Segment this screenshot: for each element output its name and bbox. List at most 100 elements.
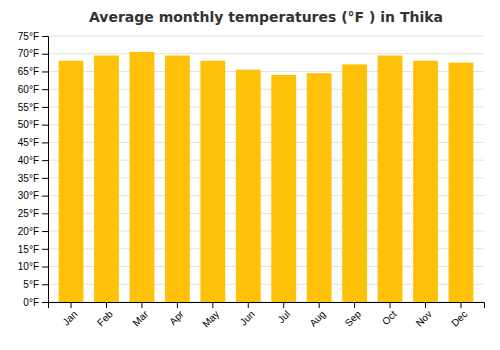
- y-tick: 35°F: [18, 173, 48, 184]
- bar: [378, 56, 403, 302]
- grid-line: [48, 53, 484, 54]
- x-tick: May: [200, 302, 221, 330]
- y-tick: 15°F: [18, 244, 48, 255]
- y-tick: 10°F: [18, 261, 48, 272]
- bar: [200, 61, 225, 302]
- tick-label: 15°F: [18, 244, 39, 255]
- x-tick: Nov: [414, 302, 434, 329]
- y-tick: 45°F: [18, 137, 48, 148]
- tick-mark: [71, 302, 72, 308]
- tick-mark: [319, 302, 320, 308]
- tick-label: Jul: [275, 308, 292, 325]
- x-tick: Apr: [167, 302, 186, 327]
- y-tick: 25°F: [18, 208, 48, 219]
- tick-label: Nov: [414, 308, 434, 328]
- tick-mark: [42, 178, 48, 179]
- tick-mark: [248, 302, 249, 308]
- bar: [271, 75, 296, 302]
- tick-label: 70°F: [18, 48, 39, 59]
- tick-mark: [42, 36, 48, 37]
- x-tick: Mar: [130, 302, 150, 328]
- y-tick: 50°F: [18, 119, 48, 130]
- x-tick: Dec: [449, 302, 469, 329]
- x-axis: Jan Feb Mar Apr May Jun Jul Aug Sep Oct Nov Dec: [49, 302, 485, 330]
- grid: [48, 36, 484, 302]
- x-tick: Jul: [275, 302, 292, 325]
- tick-label: Mar: [130, 308, 150, 328]
- tick-mark: [42, 142, 48, 143]
- bar: [413, 61, 438, 302]
- tick-mark: [212, 302, 213, 308]
- chart: 0°F 5°F 10°F 15°F 20°F 25°F 30°F 35°F 40°F 45°F 50…: [0, 0, 500, 350]
- bars: [59, 52, 474, 302]
- y-tick: 75°F: [18, 31, 48, 42]
- tick-mark: [42, 71, 48, 72]
- bar: [236, 70, 261, 302]
- bar: [130, 52, 155, 302]
- bar: [59, 61, 84, 302]
- tick-label: 20°F: [18, 226, 39, 237]
- tick-label: 50°F: [18, 119, 39, 130]
- y-tick: 65°F: [18, 66, 48, 77]
- tick-mark: [42, 284, 48, 285]
- tick-label: 10°F: [18, 261, 39, 272]
- grid-line: [48, 36, 484, 37]
- tick-mark: [141, 302, 142, 308]
- tick-mark: [354, 302, 355, 308]
- tick-label: Apr: [167, 308, 186, 327]
- tick-mark: [42, 196, 48, 197]
- tick-label: Dec: [449, 308, 469, 328]
- tick-mark: [42, 302, 48, 303]
- tick-mark: [460, 302, 461, 308]
- tick-label: 75°F: [18, 31, 39, 42]
- y-tick: 55°F: [18, 102, 48, 113]
- tick-label: 65°F: [18, 66, 39, 77]
- tick-label: 30°F: [18, 190, 39, 201]
- axis-line: [42, 37, 49, 303]
- tick-label: Sep: [343, 308, 364, 329]
- x-tick: Oct: [380, 302, 399, 327]
- tick-mark: [106, 302, 107, 308]
- bar: [94, 56, 119, 302]
- tick-mark: [42, 160, 48, 161]
- y-tick: 70°F: [18, 48, 48, 59]
- tick-mark: [425, 302, 426, 308]
- y-tick: 5°F: [23, 279, 48, 290]
- tick-label: 25°F: [18, 208, 39, 219]
- x-tick: Feb: [95, 302, 115, 328]
- tick-mark: [390, 302, 391, 308]
- tick-label: 45°F: [18, 137, 39, 148]
- y-tick: 30°F: [18, 190, 48, 201]
- x-tick: Jan: [60, 302, 79, 328]
- y-tick: 60°F: [18, 84, 48, 95]
- y-tick: 20°F: [18, 226, 48, 237]
- tick-label: Jan: [60, 308, 79, 327]
- tick-mark: [42, 54, 48, 55]
- tick-label: Jun: [238, 308, 257, 327]
- tick-mark: [42, 249, 48, 250]
- tick-label: Aug: [307, 308, 327, 328]
- tick-label: 55°F: [18, 102, 39, 113]
- tick-label: Feb: [95, 308, 115, 328]
- bar: [165, 56, 190, 302]
- tick-label: 5°F: [23, 279, 39, 290]
- x-tick: Sep: [343, 302, 364, 329]
- tick-label: Oct: [380, 308, 399, 327]
- tick-label: 0°F: [23, 297, 39, 308]
- bar: [307, 73, 332, 302]
- tick-label: 60°F: [18, 84, 39, 95]
- tick-label: 40°F: [18, 155, 39, 166]
- tick-mark: [42, 125, 48, 126]
- y-axis: 0°F 5°F 10°F 15°F 20°F 25°F 30°F 35°F 40°F 45°F 50…: [18, 31, 49, 308]
- tick-mark: [42, 267, 48, 268]
- title: Average monthly temperatures (°F ) in Th…: [89, 9, 443, 25]
- bar: [342, 64, 367, 302]
- plot: 0°F 5°F 10°F 15°F 20°F 25°F 30°F 35°F 40°F 45°F 50…: [18, 31, 485, 330]
- axis-line: [49, 303, 485, 309]
- tick-mark: [42, 107, 48, 108]
- tick-mark: [42, 89, 48, 90]
- tick-label: May: [200, 308, 221, 329]
- x-tick: Jun: [238, 302, 257, 328]
- tick-mark: [283, 302, 284, 308]
- tick-label: 35°F: [18, 173, 39, 184]
